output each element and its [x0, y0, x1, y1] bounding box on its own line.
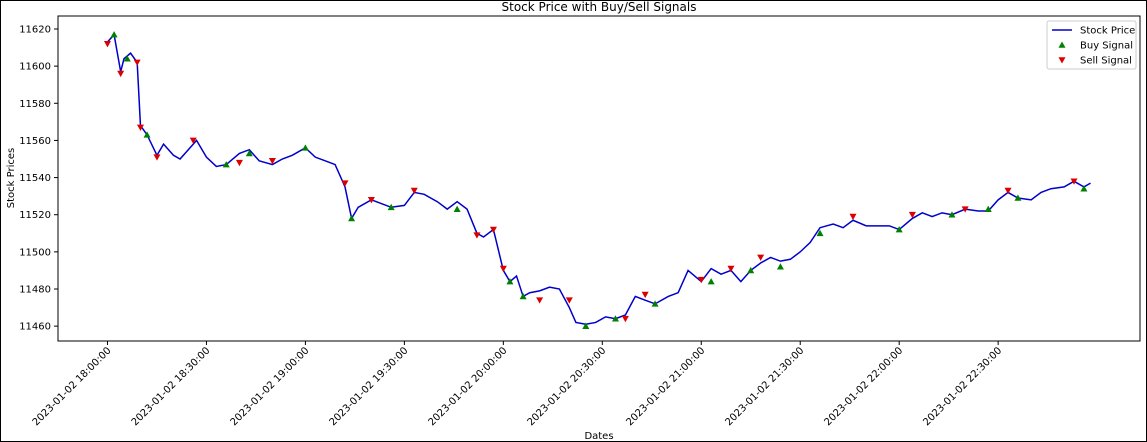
- buy-marker: [387, 203, 395, 211]
- buy-marker: [245, 149, 253, 157]
- buy-marker: [506, 278, 514, 285]
- sell-marker: [908, 211, 916, 219]
- y-tick-label: 11460: [19, 322, 51, 333]
- legend: Stock Price Buy Signal Sell Signal: [1046, 20, 1137, 70]
- sell-marker: [1070, 178, 1078, 185]
- legend-box: [1046, 20, 1137, 70]
- buy-marker: [222, 161, 230, 168]
- buy-marker: [1080, 185, 1088, 192]
- sell-marker: [268, 158, 276, 165]
- y-tick-label: 11540: [19, 173, 51, 184]
- sell-marker: [849, 213, 857, 221]
- y-tick-label: 11480: [19, 285, 51, 296]
- sell-marker: [641, 291, 649, 299]
- y-tick-label: 11560: [19, 136, 51, 147]
- price-line: [106, 32, 1091, 326]
- buy-marker: [611, 315, 619, 322]
- legend-label: Buy Signal: [1080, 41, 1133, 52]
- sell-marker: [757, 254, 765, 261]
- sell-marker: [117, 70, 125, 78]
- sell-marker: [499, 265, 507, 273]
- sell-marker: [410, 187, 418, 195]
- buy-marker: [301, 144, 309, 151]
- buy-marker: [453, 205, 461, 212]
- sell-marker: [1004, 187, 1012, 195]
- y-tick-label: 11620: [19, 25, 51, 36]
- y-tick-label: 11580: [19, 99, 51, 110]
- sell-marker: [727, 265, 735, 273]
- sell-marker: [103, 41, 111, 48]
- sell-marker: [565, 297, 573, 304]
- buy-marker: [519, 292, 527, 300]
- y-tick-label: 11600: [19, 62, 51, 73]
- y-tick-label: 11520: [19, 210, 51, 221]
- buy-marker: [707, 278, 715, 285]
- chart-title: Stock Price with Buy/Sell Signals: [502, 0, 697, 14]
- buy-marker: [816, 229, 824, 237]
- sell-marker: [697, 276, 705, 284]
- sell-marker: [235, 159, 243, 167]
- buy-marker: [747, 266, 755, 274]
- buy-marker: [651, 300, 659, 307]
- sell-marker: [473, 232, 481, 239]
- buy-marker: [582, 322, 590, 329]
- y-tick-label: 11500: [19, 247, 51, 258]
- buy-marker: [143, 131, 151, 138]
- buy-marker: [776, 263, 784, 270]
- sell-marker: [136, 124, 144, 131]
- plot-frame: [57, 15, 1141, 342]
- buy-marker: [110, 31, 118, 38]
- legend-swatch: [1058, 41, 1066, 48]
- legend-label: Sell Signal: [1080, 56, 1132, 67]
- buy-marker: [1014, 194, 1022, 201]
- y-axis-label: Stock Prices: [6, 148, 17, 208]
- buy-marker: [984, 205, 992, 212]
- legend-swatch: [1058, 57, 1066, 64]
- sell-marker: [189, 137, 197, 144]
- buy-marker: [895, 226, 903, 233]
- sell-marker: [489, 226, 497, 234]
- buy-marker: [348, 214, 356, 222]
- legend-label: Stock Price: [1080, 26, 1135, 37]
- sell-marker: [621, 315, 629, 323]
- sell-marker: [961, 206, 969, 213]
- sell-marker: [133, 59, 141, 66]
- buy-marker: [948, 211, 956, 218]
- buy-marker: [123, 55, 131, 62]
- sell-marker: [367, 197, 375, 204]
- sell-marker: [153, 154, 161, 161]
- sell-marker: [536, 297, 544, 304]
- sell-marker: [341, 180, 349, 187]
- x-axis-label: Dates: [584, 431, 613, 442]
